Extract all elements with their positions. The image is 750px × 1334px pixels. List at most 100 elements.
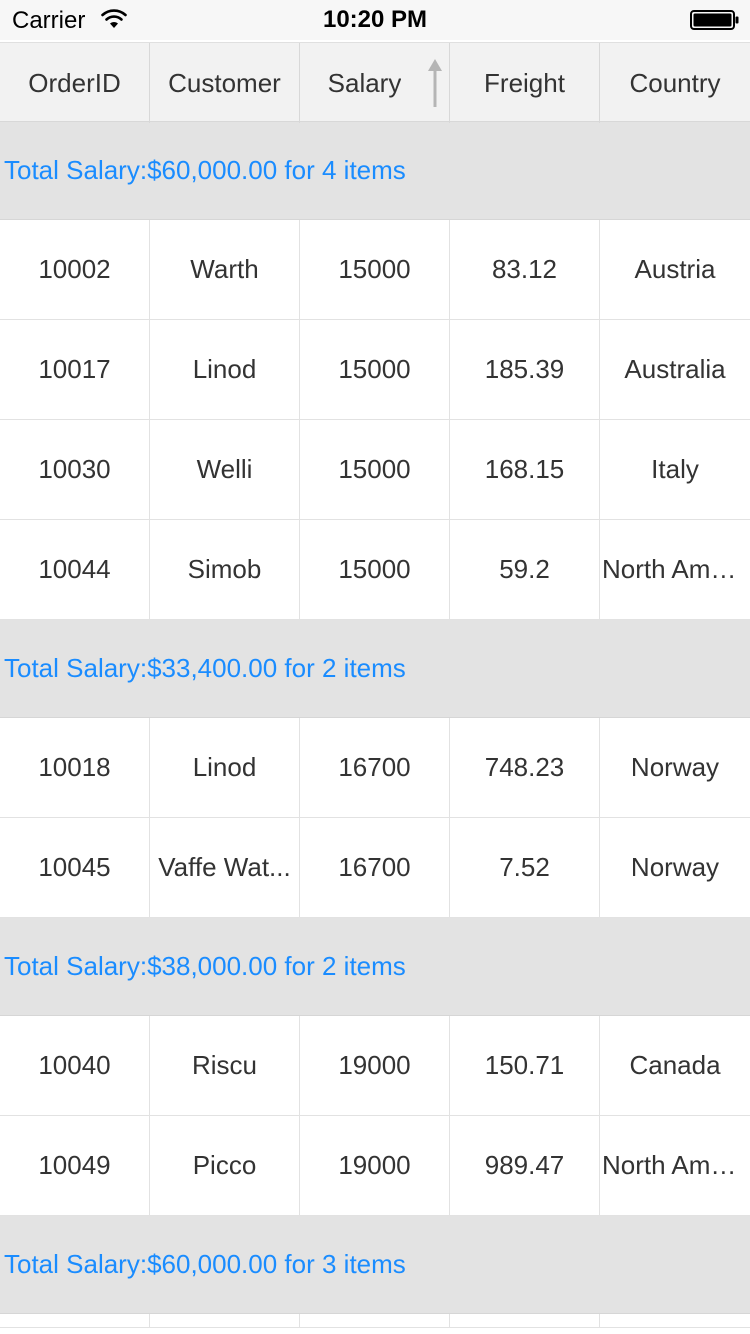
cell-customer[interactable]: Linod — [150, 718, 300, 817]
cell-value: 989.47 — [484, 1150, 565, 1180]
carrier-label: Carrier — [12, 7, 86, 34]
cell-orderid[interactable]: 10018 — [0, 718, 150, 817]
cell-freight[interactable]: 150.71 — [450, 1016, 600, 1115]
cell-value: 19000 — [338, 1150, 411, 1180]
table-row[interactable]: 10040 Riscu 19000 150.71 Canada — [0, 1016, 750, 1116]
column-header-label: Customer — [168, 67, 281, 98]
table-row[interactable]: 10002 Warth 15000 83.12 Austria — [0, 220, 750, 320]
cell-freight[interactable] — [450, 1314, 600, 1327]
group-caption[interactable]: Total Salary:$60,000.00 for 3 items — [0, 1216, 750, 1314]
cell-value: Italy — [651, 454, 699, 484]
group-caption[interactable]: Total Salary:$33,400.00 for 2 items — [0, 620, 750, 718]
cell-freight[interactable]: 168.15 — [450, 420, 600, 519]
cell-value: Austria — [634, 254, 716, 284]
table-row[interactable]: 10018 Linod 16700 748.23 Norway — [0, 718, 750, 818]
cell-country[interactable]: Austria — [600, 220, 750, 319]
table-row[interactable]: 10049 Picco 19000 989.47 North America — [0, 1116, 750, 1216]
cell-value: 10049 — [38, 1150, 111, 1180]
cell-value: 16700 — [338, 752, 411, 782]
cell-country[interactable]: North America — [600, 1116, 750, 1215]
cell-value: 10002 — [38, 254, 111, 284]
cell-orderid[interactable]: 10030 — [0, 420, 150, 519]
cell-value: 10040 — [38, 1050, 111, 1080]
cell-customer[interactable]: Warth — [150, 220, 300, 319]
cell-freight[interactable]: 748.23 — [450, 718, 600, 817]
cell-value: Linod — [192, 752, 257, 782]
cell-value: 185.39 — [484, 354, 565, 384]
cell-country[interactable]: Canada — [600, 1016, 750, 1115]
cell-value: 16700 — [338, 852, 411, 882]
cell-salary[interactable]: 15000 — [300, 520, 450, 619]
cell-customer[interactable]: Linod — [150, 320, 300, 419]
cell-freight[interactable]: 185.39 — [450, 320, 600, 419]
cell-customer[interactable]: Riscu — [150, 1016, 300, 1115]
cell-value: Welli — [196, 454, 253, 484]
cell-value: Australia — [624, 354, 726, 384]
group-caption[interactable]: Total Salary:$38,000.00 for 2 items — [0, 918, 750, 1016]
cell-value: Riscu — [191, 1050, 257, 1080]
cell-country[interactable]: Australia — [600, 320, 750, 419]
cell-value: North America — [602, 1150, 749, 1180]
cell-value: Norway — [630, 852, 720, 882]
cell-freight[interactable]: 989.47 — [450, 1116, 600, 1215]
table-row[interactable]: 10045 Vaffe Wat... 16700 7.52 Norway — [0, 818, 750, 918]
cell-value: Warth — [190, 254, 259, 284]
cell-value: 748.23 — [484, 752, 565, 782]
table-row[interactable] — [0, 1314, 750, 1328]
cell-customer[interactable] — [150, 1314, 300, 1327]
grid-body: Total Salary:$60,000.00 for 4 items 10002… — [0, 122, 750, 1328]
cell-value: Simob — [187, 554, 262, 584]
cell-freight[interactable]: 7.52 — [450, 818, 600, 917]
cell-value: Linod — [192, 354, 257, 384]
column-header-freight[interactable]: Freight — [450, 43, 600, 123]
cell-orderid[interactable]: 10040 — [0, 1016, 150, 1115]
cell-country[interactable]: Norway — [600, 718, 750, 817]
cell-value: 10030 — [38, 454, 111, 484]
cell-value: 10017 — [38, 354, 111, 384]
cell-orderid[interactable]: 10049 — [0, 1116, 150, 1215]
cell-customer[interactable]: Simob — [150, 520, 300, 619]
cell-country[interactable]: North America — [600, 520, 750, 619]
cell-salary[interactable]: 19000 — [300, 1116, 450, 1215]
cell-salary[interactable]: 15000 — [300, 420, 450, 519]
clock: 10:20 PM — [322, 6, 428, 33]
group-caption[interactable]: Total Salary:$60,000.00 for 4 items — [0, 122, 750, 220]
cell-country[interactable]: Italy — [600, 420, 750, 519]
cell-salary[interactable]: 16700 — [300, 718, 450, 817]
cell-value: 15000 — [338, 254, 411, 284]
column-header-customer[interactable]: Customer — [150, 43, 300, 123]
cell-freight[interactable]: 59.2 — [450, 520, 600, 619]
cell-salary[interactable]: 15000 — [300, 320, 450, 419]
cell-freight[interactable]: 83.12 — [450, 220, 600, 319]
cell-orderid[interactable]: 10044 — [0, 520, 150, 619]
cell-orderid[interactable]: 10045 — [0, 818, 150, 917]
cell-value: 15000 — [338, 354, 411, 384]
cell-customer[interactable]: Welli — [150, 420, 300, 519]
cell-orderid[interactable]: 10002 — [0, 220, 150, 319]
wifi-icon — [101, 9, 127, 28]
cell-salary[interactable]: 19000 — [300, 1016, 450, 1115]
table-row[interactable]: 10044 Simob 15000 59.2 North America — [0, 520, 750, 620]
cell-customer[interactable]: Vaffe Wat... — [150, 818, 300, 917]
table-row[interactable]: 10017 Linod 15000 185.39 Australia — [0, 320, 750, 420]
cell-salary[interactable]: 16700 — [300, 818, 450, 917]
cell-value: 15000 — [338, 454, 411, 484]
cell-salary[interactable] — [300, 1314, 450, 1327]
cell-customer[interactable]: Picco — [150, 1116, 300, 1215]
cell-orderid[interactable]: 10017 — [0, 320, 150, 419]
cell-value: 150.71 — [484, 1050, 565, 1080]
cell-salary[interactable]: 15000 — [300, 220, 450, 319]
column-header-country[interactable]: Country — [600, 43, 750, 123]
cell-value: North America — [602, 554, 749, 584]
column-header-orderid[interactable]: OrderID — [0, 43, 150, 123]
grid-header-row: OrderID Customer Salary Freight Country — [0, 42, 750, 123]
column-header-label: Salary — [327, 67, 402, 98]
cell-country[interactable] — [600, 1314, 750, 1327]
cell-orderid[interactable] — [0, 1314, 150, 1327]
column-header-salary[interactable]: Salary — [300, 43, 450, 123]
table-row[interactable]: 10030 Welli 15000 168.15 Italy — [0, 420, 750, 520]
cell-country[interactable]: Norway — [600, 818, 750, 917]
cell-value: 168.15 — [484, 454, 565, 484]
status-bar: Carrier 10:20 PM — [0, 0, 750, 40]
cell-value: 83.12 — [491, 254, 558, 284]
